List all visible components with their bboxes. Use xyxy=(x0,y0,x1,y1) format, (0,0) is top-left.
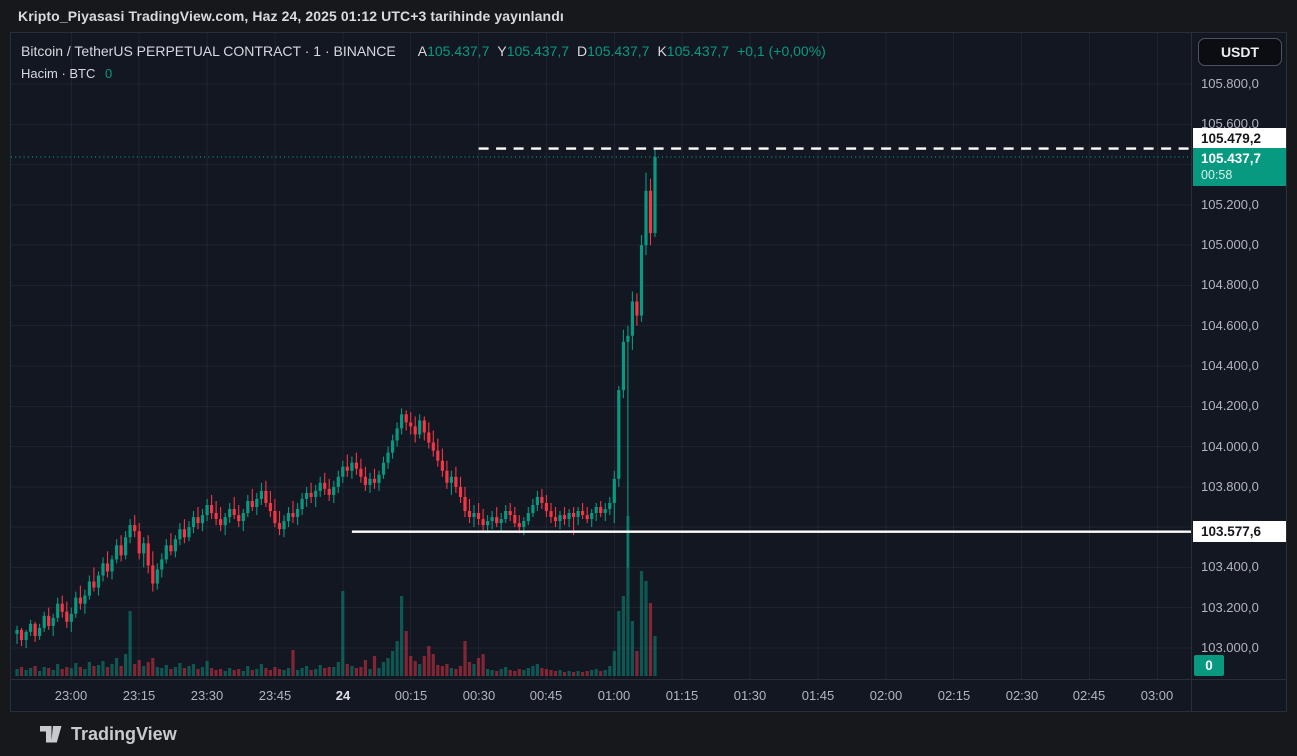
time-tick-label: 00:45 xyxy=(529,688,563,703)
candlestick-canvas[interactable] xyxy=(11,33,1191,679)
tradingview-logo[interactable]: TradingView xyxy=(40,724,177,745)
legend-symbol-row: Bitcoin / TetherUS PERPETUAL CONTRACT · … xyxy=(21,43,826,59)
price-tick-label: 105.200,0 xyxy=(1201,197,1259,212)
currency-button[interactable]: USDT xyxy=(1198,38,1282,66)
tradingview-logo-text: TradingView xyxy=(71,723,177,744)
ohlc-key: A xyxy=(417,43,428,59)
ohlc-key: Y xyxy=(497,43,507,59)
ohlc-value: 105.437,7 xyxy=(666,43,730,59)
last-price-value: 105.437,7 xyxy=(1201,151,1262,166)
publish-bar: Kripto_Piyasasi TradingView.com, Haz 24,… xyxy=(0,0,1297,32)
price-label-support: 103.577,6 xyxy=(1193,521,1286,542)
price-tick-label: 103.200,0 xyxy=(1201,600,1259,615)
axis-corner xyxy=(1191,679,1287,712)
price-tick-label: 103.800,0 xyxy=(1201,479,1259,494)
footer-bar: TradingView xyxy=(0,712,1297,756)
time-tick-label: 02:15 xyxy=(937,688,971,703)
volume-label: Hacim · BTC xyxy=(21,66,96,81)
time-tick-label: 02:30 xyxy=(1005,688,1039,703)
chart-frame: Bitcoin / TetherUS PERPETUAL CONTRACT · … xyxy=(10,32,1287,712)
time-tick-label: 23:30 xyxy=(190,688,224,703)
time-tick-label: 23:00 xyxy=(54,688,88,703)
time-tick-label: 00:15 xyxy=(394,688,428,703)
time-tick-label: 01:15 xyxy=(665,688,699,703)
legend-volume-row: Hacim · BTC 0 xyxy=(21,66,826,81)
ohlc-key: K xyxy=(657,43,667,59)
time-tick-label: 02:00 xyxy=(869,688,903,703)
time-tick-label: 23:45 xyxy=(258,688,292,703)
time-tick-label: 01:00 xyxy=(597,688,631,703)
bar-countdown: 00:58 xyxy=(1201,168,1233,182)
ohlc-value: 105.437,7 xyxy=(427,43,490,59)
time-tick-label: 01:30 xyxy=(733,688,767,703)
price-tick-label: 105.000,0 xyxy=(1201,237,1259,252)
chart-plot[interactable]: Bitcoin / TetherUS PERPETUAL CONTRACT · … xyxy=(11,33,1191,679)
ohlc-key: D xyxy=(577,43,588,59)
time-tick-label: 00:30 xyxy=(462,688,496,703)
publish-text: Kripto_Piyasasi TradingView.com, Haz 24,… xyxy=(18,8,564,24)
ohlc-value: 105.437,7 xyxy=(506,43,570,59)
price-axis[interactable]: USDT 105.800,0105.600,0105.400,0105.200,… xyxy=(1191,33,1287,679)
time-tick-label: 03:00 xyxy=(1140,688,1174,703)
ohlc-values: A105.437,7 Y105.437,7 D105.437,7 K105.437,7… xyxy=(410,43,826,59)
price-tick-label: 104.600,0 xyxy=(1201,318,1259,333)
symbol-title: Bitcoin / TetherUS PERPETUAL CONTRACT · … xyxy=(21,43,396,59)
time-tick-label: 23:15 xyxy=(122,688,156,703)
ohlc-value: 105.437,7 xyxy=(587,43,650,59)
price-tick-label: 104.400,0 xyxy=(1201,358,1259,373)
price-tick-label: 104.200,0 xyxy=(1201,398,1259,413)
time-axis[interactable]: 23:00 23:15 23:30 23:45 24 00:15 00:30 00:45 01:… xyxy=(11,679,1191,712)
time-tick-label: 24 xyxy=(335,688,351,703)
volume-axis-badge: 0 xyxy=(1194,655,1224,676)
price-tick-label: 105.800,0 xyxy=(1201,76,1259,91)
time-tick-label: 02:45 xyxy=(1072,688,1106,703)
price-label-last: 105.437,7 00:58 xyxy=(1193,148,1286,186)
price-tick-label: 103.000,0 xyxy=(1201,640,1259,655)
tradingview-logo-icon xyxy=(40,725,62,742)
price-tick-label: 103.400,0 xyxy=(1201,559,1259,574)
volume-value: 0 xyxy=(105,66,113,81)
price-tick-label: 105.600,0 xyxy=(1201,116,1259,131)
change-value: +0,1 (+0,00%) xyxy=(737,43,826,59)
time-tick-label: 01:45 xyxy=(801,688,835,703)
price-tick-label: 104.000,0 xyxy=(1201,439,1259,454)
chart-legend: Bitcoin / TetherUS PERPETUAL CONTRACT · … xyxy=(21,43,826,81)
price-tick-label: 104.800,0 xyxy=(1201,277,1259,292)
price-label-high: 105.479,2 xyxy=(1193,128,1286,149)
